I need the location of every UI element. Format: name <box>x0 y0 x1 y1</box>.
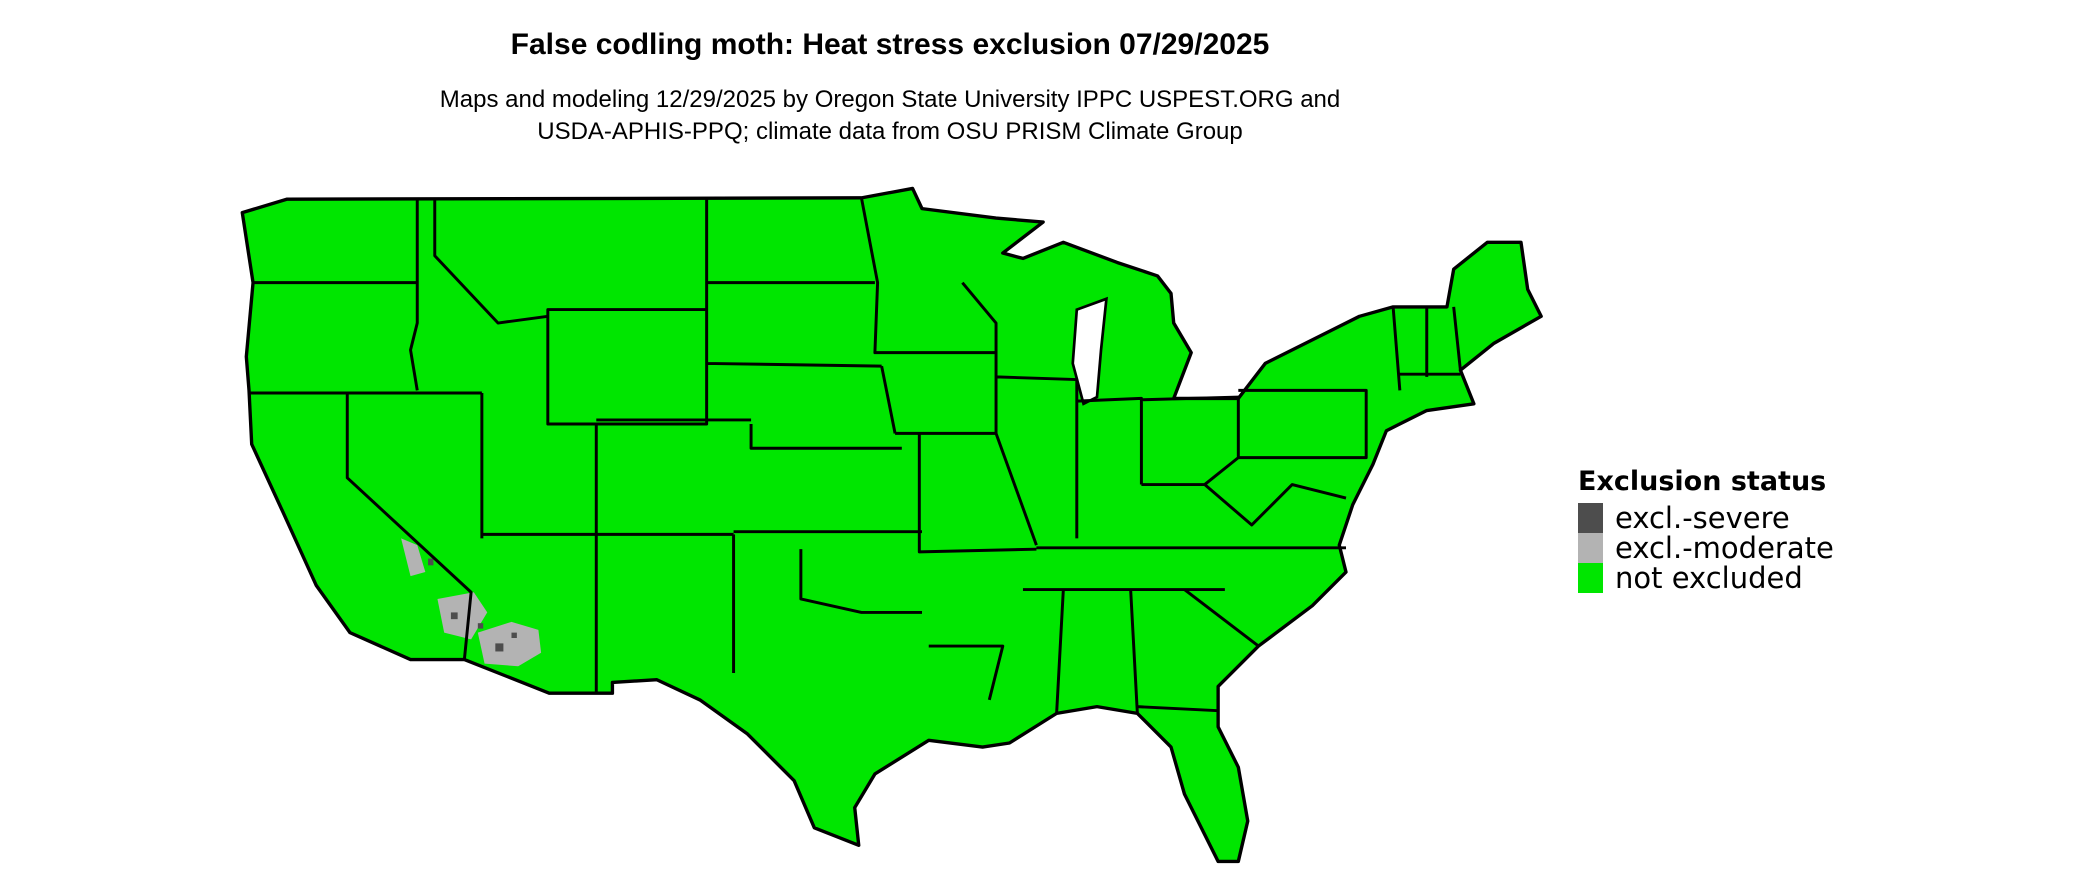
state-borders <box>249 197 1462 714</box>
legend-item-not-excluded: not excluded <box>1578 561 1834 595</box>
legend-label: excl.-severe <box>1615 501 1790 535</box>
legend-item-moderate: excl.-moderate <box>1578 531 1834 565</box>
us-outline <box>240 186 1543 864</box>
legend-swatch-not-excluded <box>1578 563 1603 593</box>
map-title: False codling moth: Heat stress exclusio… <box>510 28 1270 61</box>
lake-michigan <box>1071 296 1108 406</box>
legend-swatch-moderate <box>1578 533 1603 563</box>
subtitle-line-1: Maps and modeling 12/29/2025 by Oregon S… <box>439 86 1341 113</box>
legend-swatch-severe <box>1578 503 1603 533</box>
excluded-moderate-areas <box>401 538 542 667</box>
legend-item-severe: excl.-severe <box>1578 501 1834 535</box>
legend: Exclusion status excl.-severe excl.-mode… <box>1578 466 1834 595</box>
legend-title: Exclusion status <box>1578 466 1827 497</box>
legend-label: not excluded <box>1615 561 1803 595</box>
subtitle-line-2: USDA-APHIS-PPQ; climate data from OSU PR… <box>537 118 1243 145</box>
legend-label: excl.-moderate <box>1615 531 1834 565</box>
excluded-severe-areas <box>428 558 517 652</box>
map-subtitle: Maps and modeling 12/29/2025 by Oregon S… <box>0 84 1780 148</box>
